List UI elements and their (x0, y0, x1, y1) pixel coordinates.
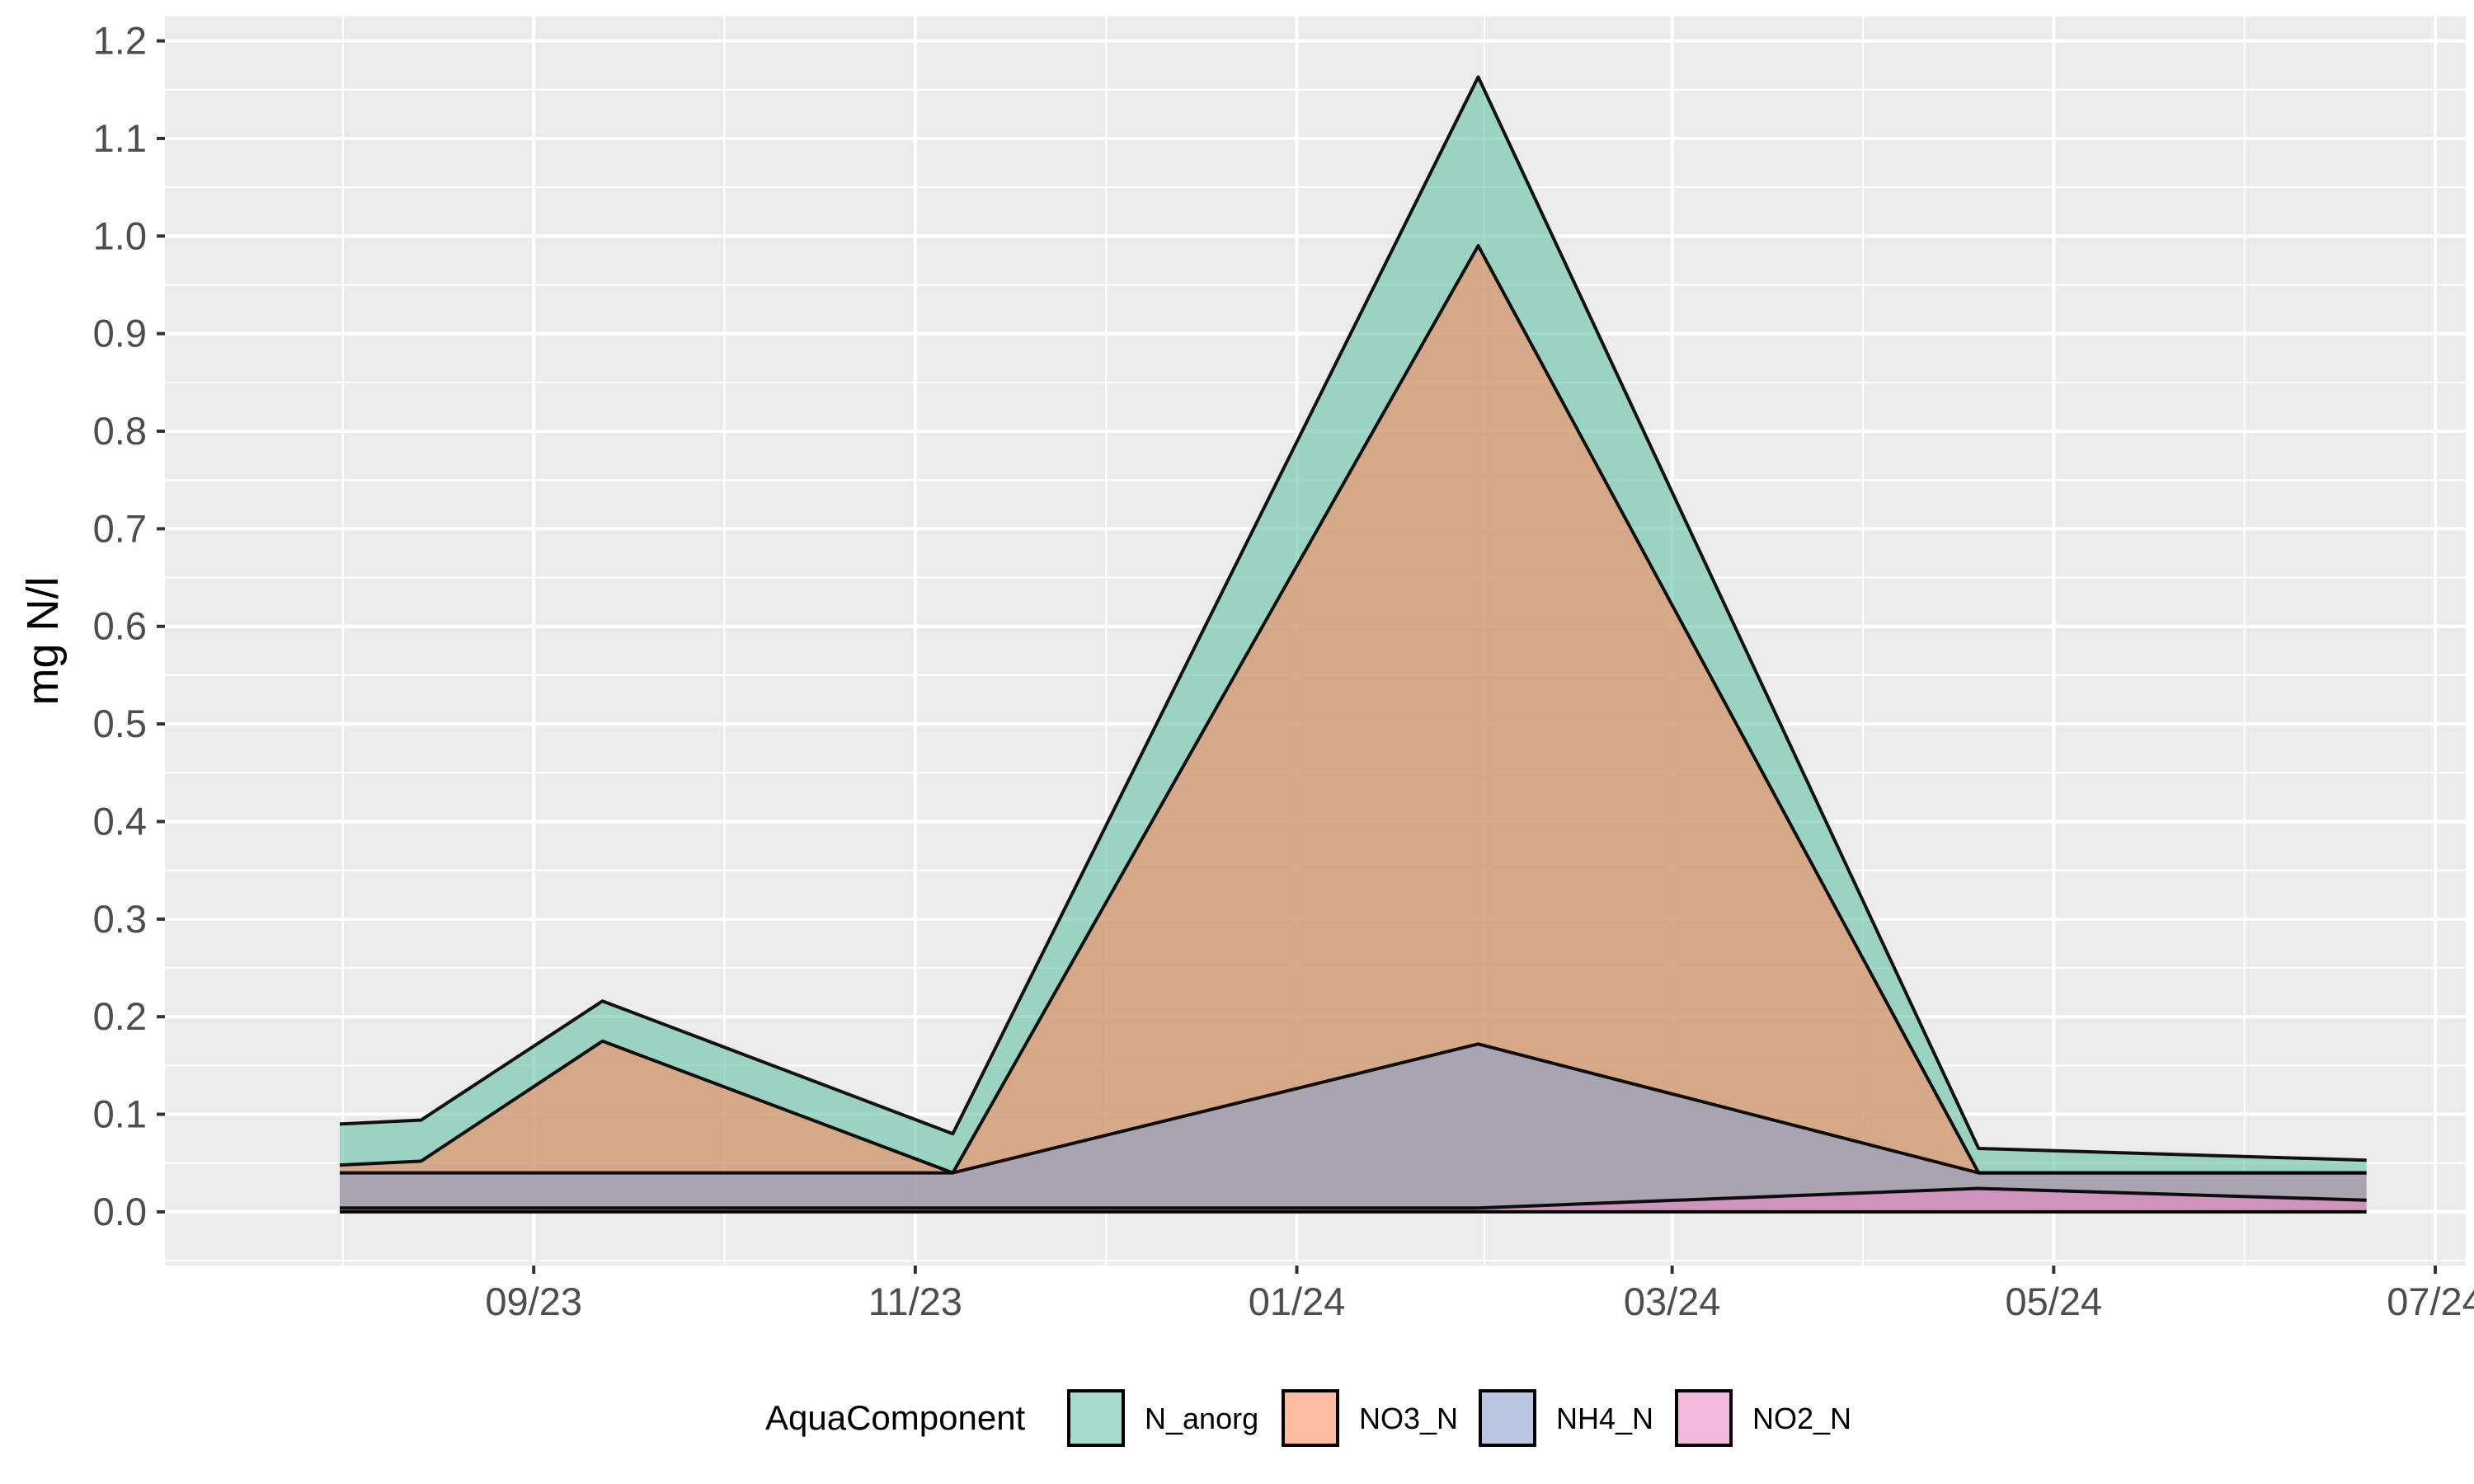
legend-title: AquaComponent (765, 1398, 1026, 1437)
line-no2-n (340, 1186, 2367, 1210)
x-tick-label: 11/23 (868, 1280, 962, 1323)
legend-key-nh4-n (1479, 1389, 1536, 1447)
y-tick-label: 0.8 (93, 409, 147, 453)
y-axis-title: mg N/l (18, 576, 68, 705)
area-nh4-n (340, 1044, 2367, 1212)
y-tick-label: 0.3 (93, 897, 147, 941)
line-nh4-n (340, 1042, 2367, 1175)
y-tick-label: 1.2 (93, 19, 147, 63)
axes: 0.0 0.1 0.2 0.3 0.4 0.5 0.6 0.7 0.8 0.9 1.0 1.1 1.2 0… (93, 19, 2474, 1323)
x-tick-label: 01/24 (1249, 1280, 1346, 1323)
legend-label: NO3_N (1359, 1402, 1458, 1435)
y-tick-label: 1.0 (93, 214, 147, 257)
x-tick-label: 07/24 (2387, 1280, 2474, 1323)
y-tick-label: 0.6 (93, 604, 147, 648)
y-tick-label: 0.5 (93, 702, 147, 745)
legend-label: N_anorg (1145, 1402, 1258, 1435)
y-tick-label: 1.1 (93, 116, 147, 160)
x-tick-label: 09/23 (485, 1280, 582, 1323)
y-tick-label: 0.4 (93, 799, 147, 843)
legend[interactable]: AquaComponent N_anorg NO3_N NH4_N NO2_N (765, 1389, 1851, 1447)
legend-label: NH4_N (1556, 1402, 1653, 1435)
y-tick-label: 0.0 (93, 1190, 147, 1233)
legend-key-no2-n (1675, 1389, 1733, 1447)
y-tick-label: 0.2 (93, 994, 147, 1038)
x-tick-label: 03/24 (1624, 1280, 1721, 1323)
y-tick-label: 0.7 (93, 506, 147, 550)
y-tick-label: 0.1 (93, 1092, 147, 1136)
legend-key-no3-n (1282, 1389, 1339, 1447)
legend-label: NO2_N (1752, 1402, 1851, 1435)
legend-key-n-anorg (1067, 1389, 1125, 1447)
series-outlines (339, 75, 2367, 1214)
line-n-anorg (339, 75, 2367, 1162)
x-tick-label: 05/24 (2006, 1280, 2103, 1323)
area-no3-n (340, 246, 2367, 1212)
y-tick-label: 0.9 (93, 312, 147, 355)
